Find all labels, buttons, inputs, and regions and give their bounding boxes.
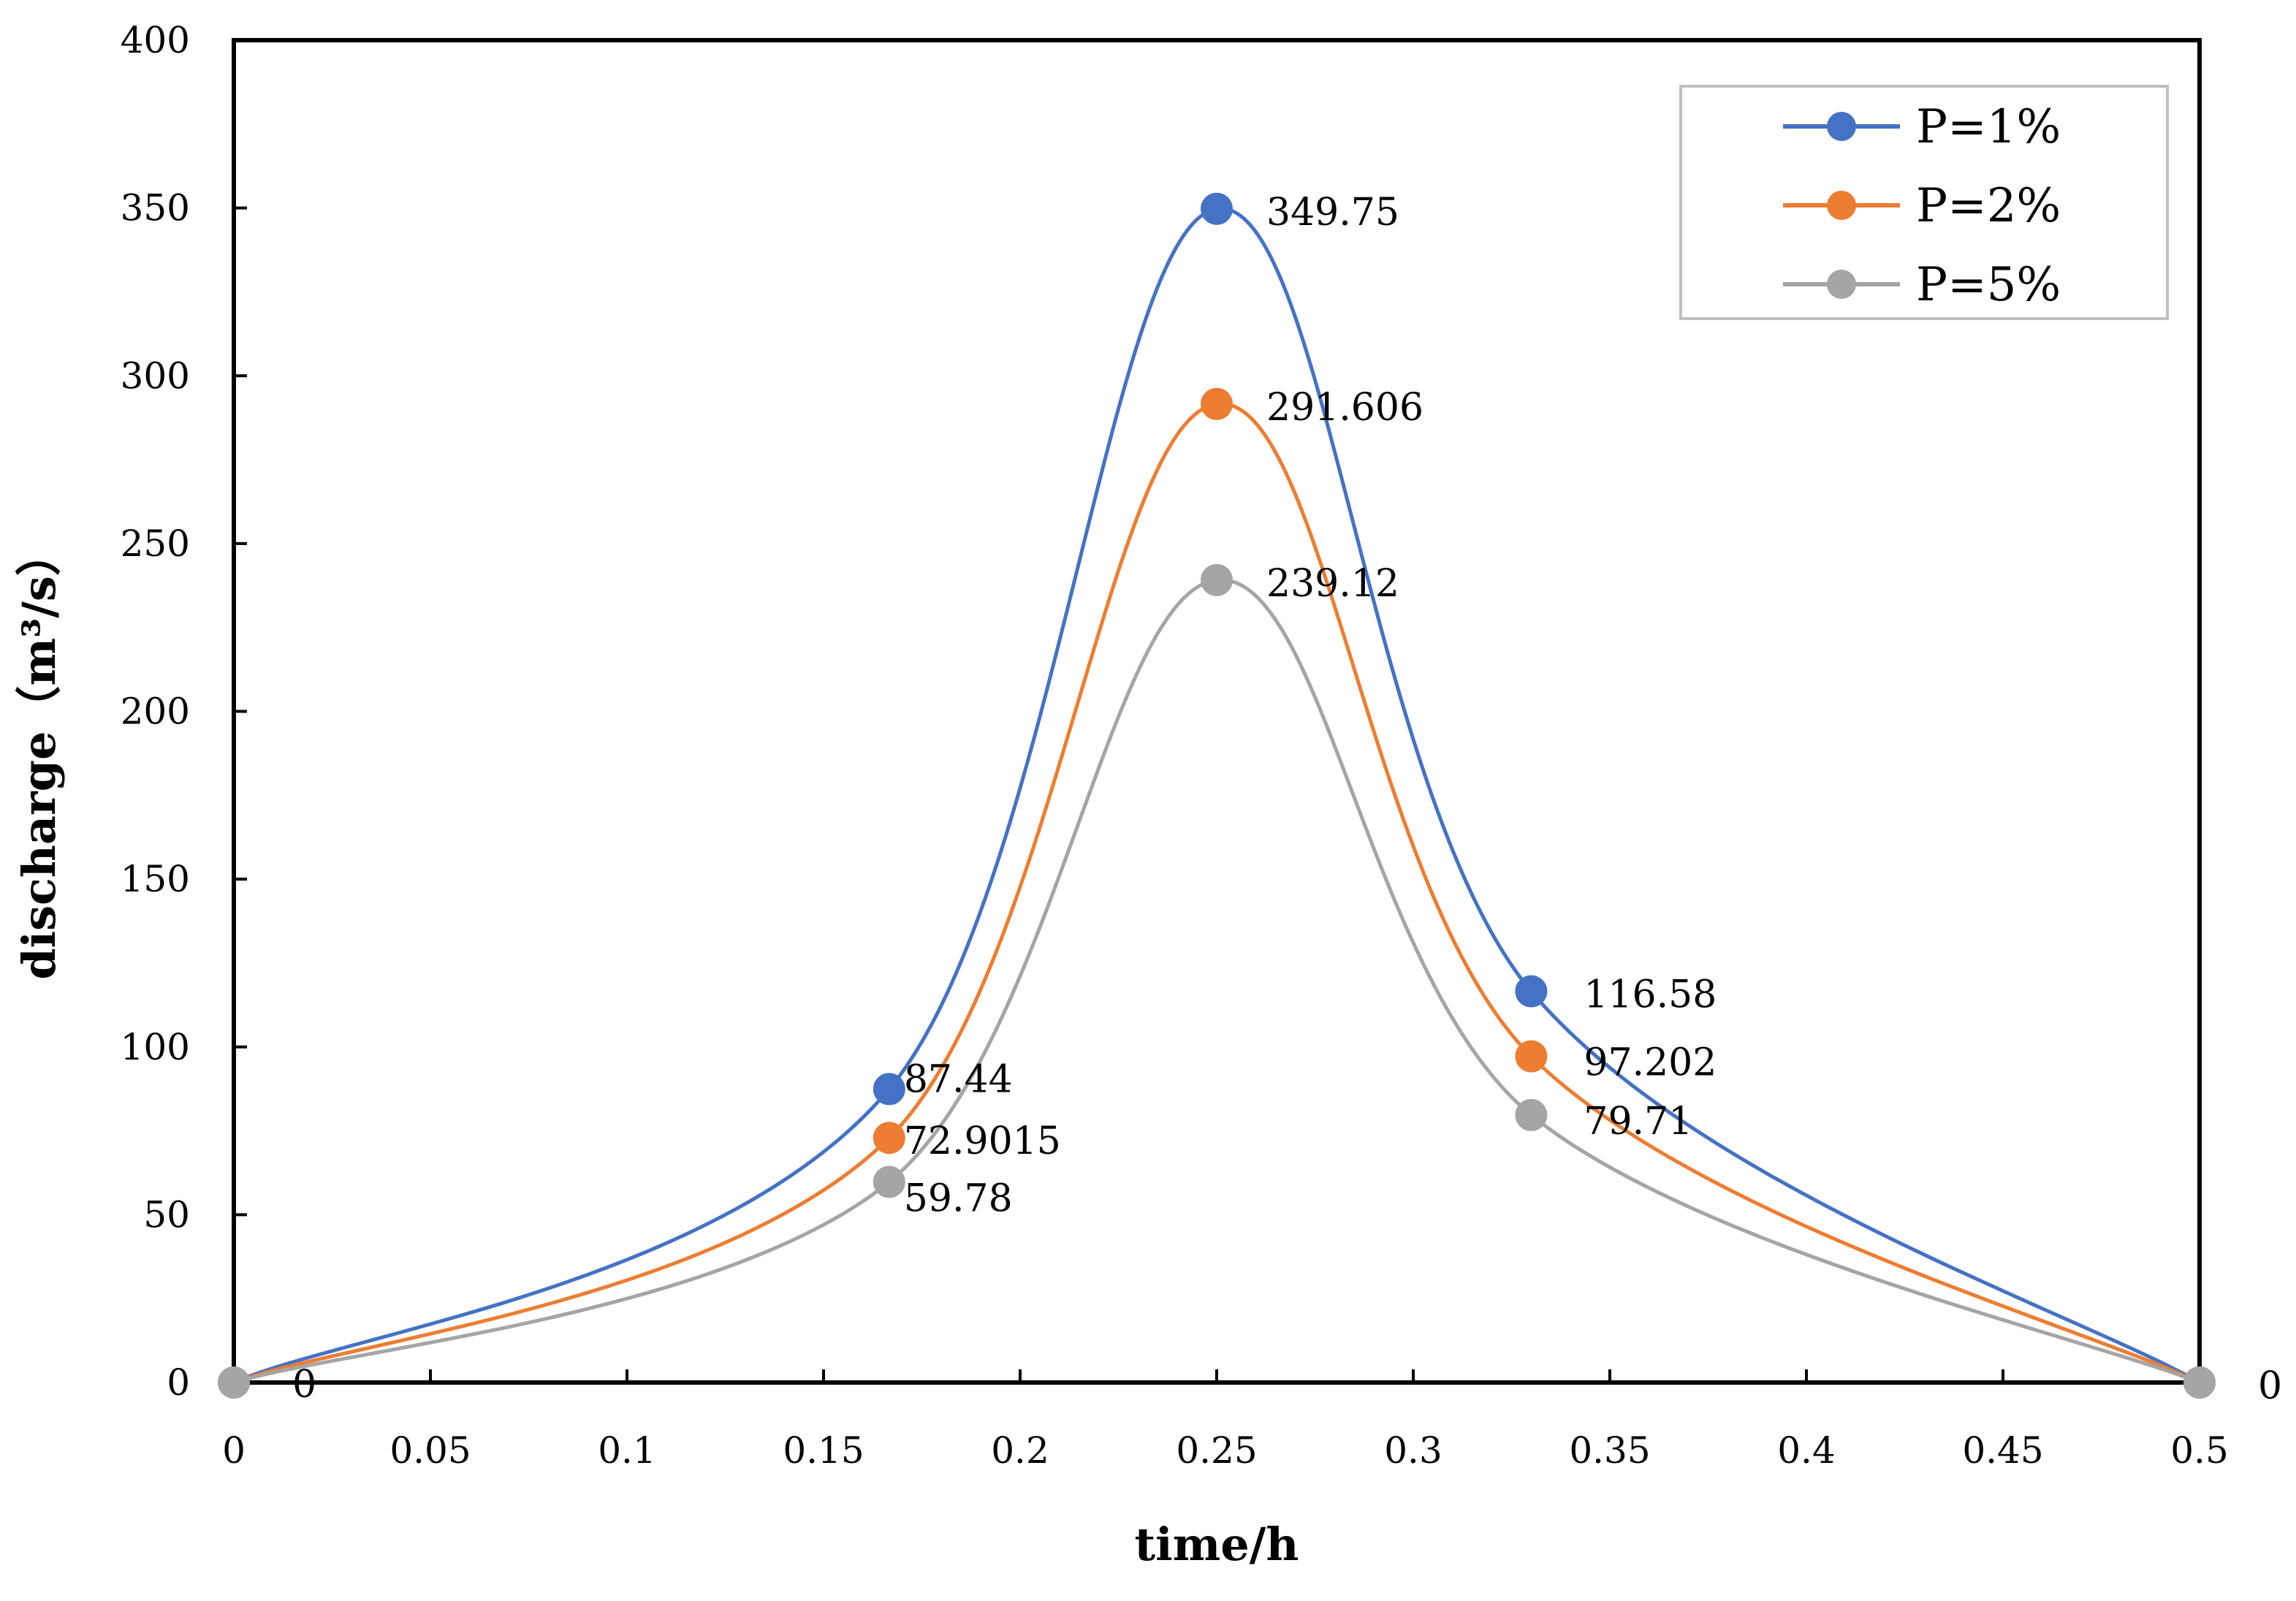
y-tick-label-8: 400	[121, 19, 190, 61]
legend-box	[1679, 85, 2169, 320]
x-tick-label-9: 0.45	[1962, 1429, 2043, 1472]
legend-marker-1	[1827, 191, 1856, 220]
data-label-s1-p3: 97.202	[1584, 1041, 1717, 1085]
legend-label-2: P=5%	[1916, 258, 2061, 312]
legend-marker-0	[1827, 112, 1856, 141]
data-label-s2-p1: 59.78	[904, 1176, 1013, 1220]
data-label-s0-p0: 0	[292, 1363, 316, 1407]
series-1-point-3	[1515, 1040, 1548, 1073]
x-tick-label-10: 0.5	[2170, 1429, 2229, 1472]
legend-label-0: P=1%	[1916, 100, 2061, 154]
data-label-s1-p2: 291.606	[1266, 386, 1423, 430]
x-tick-label-6: 0.3	[1384, 1429, 1442, 1472]
data-label-s0-p1: 87.44	[904, 1057, 1013, 1101]
series-2-point-0	[218, 1366, 250, 1399]
axes: 0 0.05 0.1 0.15 0.2 0.25 0.3 0.35 0.4 0.45 0.5 0 50 1…	[121, 19, 2229, 1472]
y-tick-label-1: 50	[143, 1193, 190, 1236]
y-tick-label-5: 250	[121, 522, 190, 565]
data-label-s0-p4: 0	[2258, 1364, 2282, 1408]
y-tick-label-2: 100	[121, 1026, 190, 1068]
y-tick-label-7: 350	[121, 187, 190, 229]
x-tick-label-7: 0.35	[1569, 1429, 1650, 1472]
series-2-point-2	[1201, 563, 1233, 596]
legend-label-1: P=2%	[1916, 179, 2061, 233]
y-axis-title: discharge（m³/s）	[12, 531, 66, 980]
y-tick-label-4: 200	[121, 691, 190, 733]
data-label-s2-p2: 239.12	[1266, 562, 1399, 606]
x-tick-label-2: 0.1	[598, 1429, 656, 1472]
x-axis-title: time/h	[1135, 1518, 1299, 1571]
data-label-s0-p2: 349.75	[1266, 191, 1399, 235]
x-tick-label-5: 0.25	[1176, 1429, 1257, 1472]
series-0-point-3	[1515, 975, 1548, 1008]
x-tick-label-3: 0.15	[783, 1429, 864, 1472]
data-label-s2-p3: 79.71	[1584, 1100, 1692, 1144]
data-labels: 0 87.44 349.75 116.58 0 72.9015 291.606 97.202 5…	[292, 191, 2282, 1408]
data-label-s1-p1: 72.9015	[904, 1119, 1061, 1163]
x-tick-label-8: 0.4	[1777, 1429, 1836, 1472]
series-2-point-1	[873, 1165, 905, 1198]
y-tick-label-6: 300	[121, 354, 190, 397]
y-tick-label-3: 150	[121, 858, 190, 900]
x-tick-label-0: 0	[222, 1429, 246, 1472]
legend: P=1% P=2% P=5%	[1679, 85, 2169, 320]
data-label-s0-p3: 116.58	[1584, 973, 1717, 1017]
series-2-point-4	[2183, 1366, 2216, 1399]
legend-marker-2	[1827, 270, 1856, 299]
series-1-point-2	[1201, 387, 1233, 420]
series-0-point-2	[1201, 192, 1233, 225]
y-tick-label-0: 0	[167, 1361, 190, 1404]
series-1-point-1	[873, 1122, 905, 1155]
series-2-point-3	[1515, 1098, 1548, 1131]
series-layer	[218, 192, 2216, 1399]
x-tick-label-1: 0.05	[389, 1429, 471, 1472]
series-0-point-1	[873, 1073, 905, 1106]
x-tick-label-4: 0.2	[991, 1429, 1049, 1472]
